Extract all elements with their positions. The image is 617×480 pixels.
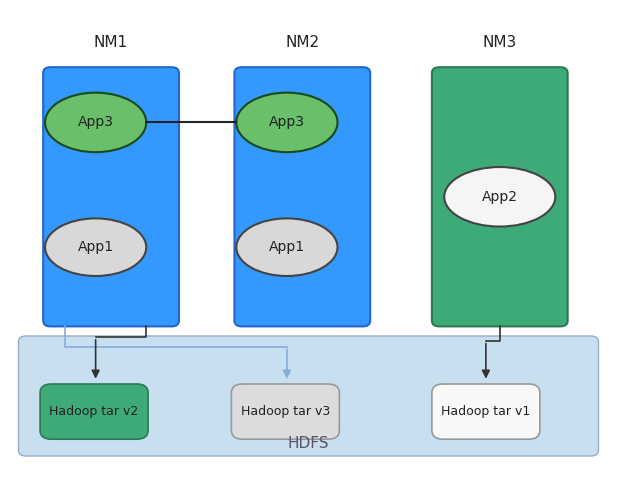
Text: Hadoop tar v3: Hadoop tar v3 <box>241 405 330 418</box>
Text: App1: App1 <box>269 240 305 254</box>
Ellipse shape <box>236 93 337 152</box>
Text: App1: App1 <box>78 240 114 254</box>
Ellipse shape <box>444 167 555 227</box>
Text: NM3: NM3 <box>482 36 517 50</box>
Ellipse shape <box>45 218 146 276</box>
FancyBboxPatch shape <box>19 336 598 456</box>
FancyBboxPatch shape <box>43 67 179 326</box>
Text: App3: App3 <box>269 115 305 130</box>
FancyBboxPatch shape <box>40 384 148 439</box>
Text: HDFS: HDFS <box>288 436 329 451</box>
Ellipse shape <box>45 93 146 152</box>
Text: App3: App3 <box>78 115 114 130</box>
FancyBboxPatch shape <box>234 67 370 326</box>
Text: NM1: NM1 <box>94 36 128 50</box>
Text: Hadoop tar v1: Hadoop tar v1 <box>441 405 531 418</box>
Ellipse shape <box>236 218 337 276</box>
FancyBboxPatch shape <box>432 67 568 326</box>
Text: App2: App2 <box>482 190 518 204</box>
Text: Hadoop tar v2: Hadoop tar v2 <box>49 405 139 418</box>
FancyBboxPatch shape <box>432 384 540 439</box>
Text: NM2: NM2 <box>285 36 320 50</box>
FancyBboxPatch shape <box>231 384 339 439</box>
